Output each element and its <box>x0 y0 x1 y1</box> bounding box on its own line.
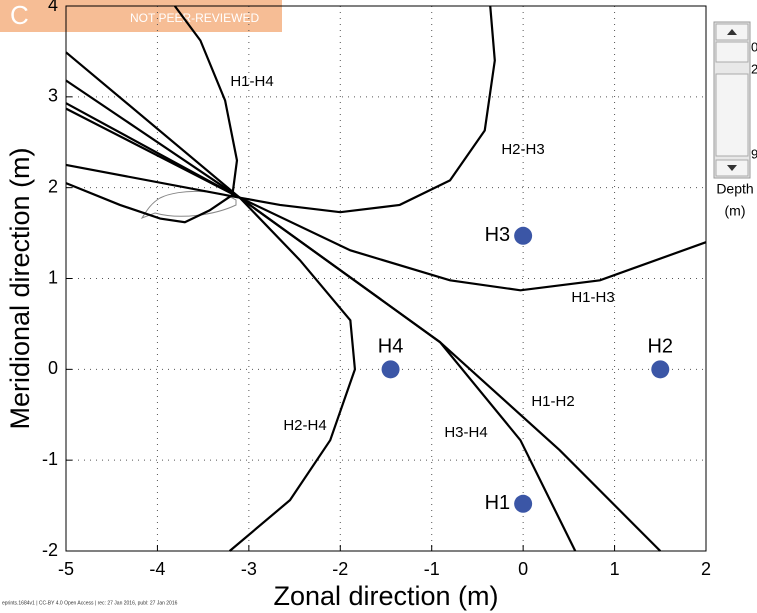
curve <box>65 107 357 552</box>
scroll-thumb[interactable] <box>715 41 749 63</box>
plot-frame <box>65 5 707 552</box>
y-tick-label: 1 <box>48 267 58 287</box>
panel-banner <box>0 0 282 32</box>
curve <box>65 51 707 292</box>
panel-letter: C <box>10 0 29 30</box>
hydrophone-label: H1 <box>485 492 511 514</box>
hydrophone-label: H4 <box>378 336 404 358</box>
footer: eprints.1684v1 | CC-BY 4.0 Open Access |… <box>2 600 178 606</box>
curve-label: H1-H2 <box>531 393 574 410</box>
curve-label: H2-H3 <box>501 141 544 158</box>
curve-label: H1-H3 <box>571 289 614 306</box>
x-tick-label: -5 <box>58 559 74 579</box>
depth-tick: 0 <box>751 39 757 54</box>
scroll-thumb[interactable] <box>715 73 749 157</box>
x-tick-label: 2 <box>701 559 711 579</box>
hydrophone <box>381 360 400 379</box>
x-axis-label: Zonal direction (m) <box>273 581 498 611</box>
x-tick-label: -3 <box>241 559 257 579</box>
y-tick-label: 0 <box>48 358 58 378</box>
arrow-up <box>727 29 737 35</box>
curve-label: H3-H4 <box>444 424 487 441</box>
y-axis-label: Meridional direction (m) <box>5 147 35 429</box>
hydrophone <box>651 360 670 379</box>
hydrophone <box>514 226 533 245</box>
curve <box>65 5 496 214</box>
curve <box>65 5 239 224</box>
x-tick-label: 0 <box>518 559 528 579</box>
x-tick-label: -2 <box>332 559 348 579</box>
curve-label: H1-H4 <box>230 73 273 90</box>
y-tick-label: -1 <box>42 449 58 469</box>
hydrophone-label: H2 <box>647 336 673 358</box>
y-tick-label: 4 <box>48 0 58 15</box>
x-tick-label: 1 <box>610 559 620 579</box>
depth-label: (m) <box>725 203 746 219</box>
y-tick-label: 3 <box>48 86 58 106</box>
y-tick-label: -2 <box>42 540 58 560</box>
curve <box>65 102 577 552</box>
depth-tick: 9 <box>751 146 757 161</box>
curve-label: H2-H4 <box>283 417 326 434</box>
depth-scrollbar[interactable] <box>713 21 751 179</box>
y-tick-label: 2 <box>48 176 58 196</box>
depth-label: Depth <box>716 181 753 197</box>
hydrophone-label: H3 <box>485 224 511 246</box>
hydrophone <box>514 494 533 513</box>
watermark: NOT PEER-REVIEWED <box>130 11 259 25</box>
fish-outline <box>140 191 237 220</box>
x-tick-label: -4 <box>149 559 165 579</box>
arrow-down <box>727 165 737 171</box>
depth-tick: 2 <box>751 61 757 76</box>
x-tick-label: -1 <box>424 559 440 579</box>
